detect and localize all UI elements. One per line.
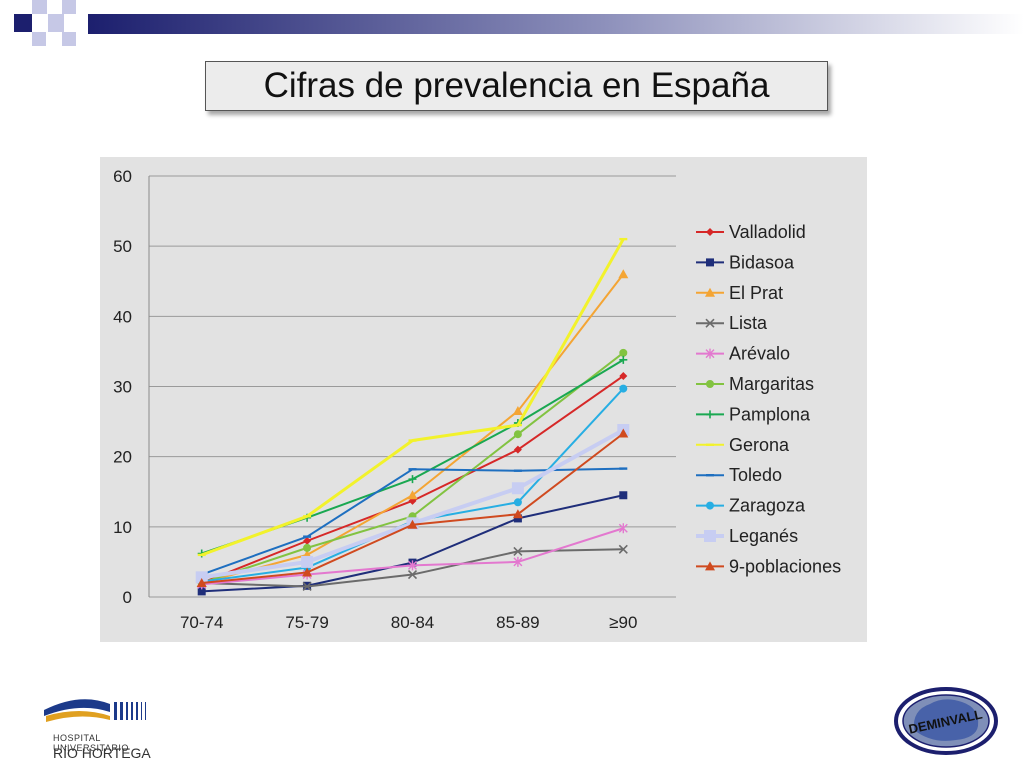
data-point-valladolid: [303, 536, 312, 545]
data-point-margaritas: [619, 348, 628, 357]
chart-area: 0 10 20 30 40 50 60 70-74 75-79 80-84 85-89 ≥90 Vall…: [100, 157, 867, 642]
legend-marker-pamplona: [706, 410, 714, 419]
slide-title: Cifras de prevalencia en España: [263, 66, 770, 105]
legend-marker-valladolid: [706, 228, 714, 236]
hospital-logo-line2: RÍO HORTEGA: [53, 745, 151, 761]
data-point-margaritas: [513, 430, 522, 439]
x-tick-label: ≥90: [609, 613, 637, 632]
y-tick-label: 20: [113, 448, 132, 467]
legend-label-legan-s: Leganés: [729, 526, 798, 546]
data-point-ar-valo: [513, 556, 523, 567]
data-point-9-poblaciones: [302, 567, 313, 577]
slide-title-box: Cifras de prevalencia en España: [205, 61, 828, 111]
y-tick-label: 10: [113, 518, 132, 537]
hospital-logo: HOSPITAL UNIVERSITARIO RÍO HORTEGA: [40, 690, 170, 761]
data-point-el-prat: [407, 490, 418, 500]
y-tick-label: 30: [113, 378, 132, 397]
data-point-zaragoza: [513, 498, 522, 507]
data-point-pamplona: [619, 355, 628, 364]
hospital-logo-line1: HOSPITAL UNIVERSITARIO: [53, 733, 129, 753]
legend-marker-zaragoza: [706, 501, 714, 510]
legend-marker-margaritas: [706, 380, 714, 388]
legend-marker-lista: [705, 318, 715, 328]
data-point-gerona: [197, 553, 206, 557]
legend-label-el-prat: El Prat: [729, 283, 783, 303]
data-point-valladolid: [513, 445, 522, 454]
data-point-el-prat: [512, 406, 523, 416]
legend-marker-legan-s: [704, 530, 716, 542]
legend-marker-toledo: [706, 474, 714, 477]
header-decoration: [14, 0, 1024, 46]
legend-label-bidasoa: Bidasoa: [729, 252, 795, 272]
legend-marker-gerona: [706, 443, 714, 446]
prevalence-line-chart: 0 10 20 30 40 50 60 70-74 75-79 80-84 85-89 ≥90 Vall…: [113, 167, 841, 632]
legend-marker-9-poblaciones: [705, 561, 715, 571]
hospital-logo-mark: [44, 699, 146, 722]
header-square-light: [62, 32, 76, 46]
data-point-ar-valo: [408, 560, 417, 571]
header-square-dark: [14, 14, 32, 32]
data-point-lista: [302, 581, 312, 592]
data-point-toledo: [513, 469, 522, 472]
data-point-lista: [407, 569, 418, 580]
header-square-light: [48, 14, 64, 32]
x-tick-label: 70-74: [180, 613, 223, 632]
data-point-legan-s: [511, 482, 524, 495]
data-point-toledo: [408, 468, 417, 471]
legend-label-margaritas: Margaritas: [729, 374, 814, 394]
data-point-toledo: [303, 535, 312, 538]
data-point-lista: [513, 546, 523, 556]
header-square-light: [32, 0, 47, 14]
data-point-el-prat: [618, 269, 629, 279]
data-point-gerona: [513, 423, 522, 427]
x-tick-label: 80-84: [391, 613, 434, 632]
data-point-zaragoza: [619, 384, 628, 393]
data-point-margaritas: [303, 543, 312, 552]
legend-label-pamplona: Pamplona: [729, 404, 811, 424]
y-tick-label: 60: [113, 167, 132, 186]
header-square-light: [62, 0, 76, 14]
y-tick-label: 40: [113, 307, 132, 326]
legend-label-toledo: Toledo: [729, 465, 782, 485]
series-line-el-prat: [201, 273, 625, 584]
legend-marker-ar-valo: [705, 348, 715, 359]
data-point-bidasoa: [197, 587, 206, 596]
data-point-toledo: [619, 467, 628, 470]
data-point-gerona: [619, 237, 628, 241]
header-band: [88, 14, 1024, 34]
data-point-9-poblaciones: [196, 577, 207, 587]
legend-marker-el-prat: [705, 287, 715, 297]
y-tick-label: 50: [113, 237, 132, 256]
y-tick-label: 0: [123, 588, 132, 607]
data-point-9-poblaciones: [512, 509, 523, 519]
x-tick-label: 85-89: [496, 613, 539, 632]
data-point-pamplona: [408, 475, 417, 484]
data-point-legan-s: [301, 555, 314, 568]
data-point-9-poblaciones: [618, 428, 629, 438]
legend-label-valladolid: Valladolid: [729, 222, 806, 242]
x-tick-label: 75-79: [285, 613, 328, 632]
data-point-gerona: [303, 515, 312, 518]
header-square-light: [32, 32, 46, 46]
legend-label-zaragoza: Zaragoza: [729, 496, 806, 516]
data-point-valladolid: [619, 371, 628, 380]
data-point-ar-valo: [618, 523, 628, 534]
deminvall-logo-mark: DEMINVALL: [894, 687, 998, 755]
deminvall-logo: DEMINVALL: [892, 686, 1000, 756]
data-point-gerona: [408, 439, 417, 442]
data-point-legan-s: [195, 571, 208, 584]
legend-marker-bidasoa: [706, 258, 714, 267]
data-point-bidasoa: [619, 491, 628, 500]
data-point-bidasoa: [513, 514, 522, 523]
data-point-9-poblaciones: [407, 519, 418, 529]
data-point-lista: [618, 544, 628, 554]
legend-label-ar-valo: Arévalo: [729, 344, 790, 364]
legend-label-gerona: Gerona: [729, 435, 790, 455]
legend-label-9-poblaciones: 9-poblaciones: [729, 556, 841, 576]
legend-label-lista: Lista: [729, 313, 768, 333]
